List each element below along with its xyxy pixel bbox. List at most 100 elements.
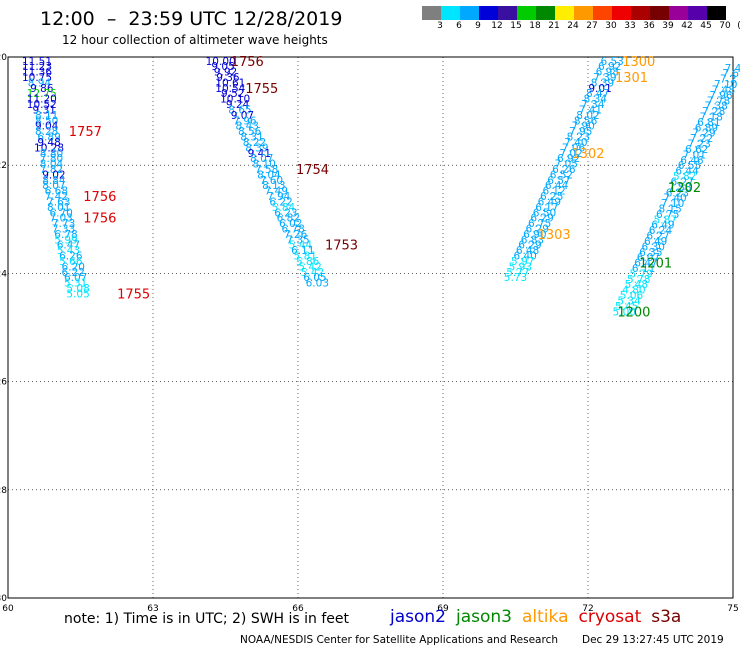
color-scale-label: 70 (719, 21, 731, 31)
wave-height-value: 6.11 (632, 263, 655, 275)
wave-height-value: 6.92 (557, 153, 580, 165)
wave-height-value: 6.03 (306, 278, 329, 290)
wave-height-value: 7.33 (52, 223, 75, 235)
wave-height-value: 9.41 (248, 148, 271, 160)
wave-height-value: 6.35 (639, 247, 662, 259)
pass-label: 1756 (83, 190, 116, 205)
color-swatch-4 (498, 6, 517, 20)
y-tick-label: -22 (0, 161, 7, 171)
wave-height-value: 8.84 (42, 175, 66, 187)
color-scale-label: 9 (475, 21, 481, 31)
wave-height-value: 8.04 (257, 169, 281, 181)
legend-item-jason3: jason3 (456, 607, 512, 627)
wave-height-value: 6.47 (634, 258, 657, 270)
wave-height-value: 7.80 (40, 153, 63, 165)
wave-height-value: 9.48 (37, 137, 60, 149)
wave-height-value: 6.07 (64, 272, 87, 284)
wave-height-value: 8.34 (584, 94, 608, 106)
wave-height-value: 6.22 (269, 196, 292, 208)
wave-height-value: 6.52 (550, 169, 573, 181)
wave-height-value: 7.78 (707, 95, 730, 107)
wave-height-value: 7.23 (687, 139, 710, 151)
wave-height-value: 8.01 (47, 202, 70, 214)
y-tick-label: -30 (0, 594, 7, 604)
wave-height-value: 9.24 (226, 99, 250, 111)
wave-height-value: 8.07 (42, 180, 65, 192)
y-tick-label: -28 (0, 486, 7, 496)
wave-height-value: 6.70 (49, 207, 72, 219)
wave-height-value: 5.48 (625, 279, 648, 291)
wave-height-value: 8.04 (40, 159, 64, 171)
wave-height-value: 6.89 (37, 132, 60, 144)
wave-height-value: 8.94 (28, 77, 52, 89)
wave-height-value: 6.92 (598, 61, 621, 73)
pass-label: 1756 (231, 55, 264, 70)
wave-height-value: 6.83 (521, 234, 544, 246)
color-swatch-7 (555, 6, 574, 20)
wave-height-value: 8.56 (574, 115, 598, 127)
wave-height-value: 5.86 (296, 256, 320, 268)
wave-height-value: 7.05 (555, 159, 578, 171)
wave-height-value: 9.07 (231, 110, 254, 122)
wave-height-value: 7.58 (668, 182, 691, 194)
wave-height-value: 6.29 (518, 240, 541, 252)
wave-height-value: 7.2 (720, 74, 737, 86)
wave-height-value: 7.58 (255, 164, 278, 176)
color-swatch-2 (460, 6, 479, 20)
wave-height-value: 8.80 (40, 148, 63, 160)
wave-height-value: 5.77 (506, 267, 529, 279)
wave-height-value: 5.05 (66, 288, 89, 300)
pass-label: 1202 (668, 181, 701, 196)
color-scale-label: 27 (586, 21, 598, 31)
pass-label: 1755 (117, 287, 150, 302)
wave-height-value: 7.63 (47, 196, 70, 208)
wave-height-value: 6.25 (540, 191, 563, 203)
wave-height-value: 7.26 (284, 229, 308, 241)
color-scale-label: 18 (529, 21, 541, 31)
wave-height-value: 6.75 (656, 209, 679, 221)
wave-height-value: 11.23 (22, 61, 52, 73)
wave-height-value: 8.22 (243, 137, 266, 149)
color-swatch-9 (593, 6, 612, 20)
wave-height-value: 7.40 (663, 193, 686, 205)
wave-height-value: 6.98 (596, 67, 619, 79)
credit-line: NOAA/NESDIS Center for Satellite Applica… (240, 634, 558, 646)
wave-height-value: 6.27 (671, 176, 694, 188)
color-scale-label: 12 (491, 21, 503, 31)
wave-height-value: 5.99 (54, 234, 77, 246)
wave-height-value: 5.42 (301, 267, 324, 279)
wave-height-value: 6.29 (530, 213, 553, 225)
generated-timestamp: Dec 29 13:27:45 UTC 2019 (582, 634, 724, 646)
wave-height-value: 7.38 (704, 101, 727, 113)
color-swatch-8 (574, 6, 593, 20)
wave-height-value: 5.97 (511, 256, 534, 268)
wave-height-value: 8.15 (658, 203, 681, 215)
pass-label: 1303 (538, 228, 571, 243)
wave-height-value: 6.23 (666, 187, 689, 199)
wave-height-value: 9.01 (588, 83, 611, 95)
wave-height-value: 6.48 (516, 245, 539, 257)
color-swatch-0 (422, 6, 441, 20)
wave-height-value: 10.00 (206, 56, 236, 68)
wave-height-value: 6.57 (547, 175, 570, 187)
footer-note: note: 1) Time is in UTC; 2) SWH is in fe… (64, 611, 350, 627)
pass-label: 1754 (296, 163, 329, 178)
x-tick-label: 63 (147, 604, 158, 614)
wave-height-value: 9.04 (35, 121, 59, 133)
wave-height-value: 8.65 (228, 104, 251, 116)
wave-height-value: 9.31 (33, 104, 56, 116)
wave-height-value: 7.18 (700, 112, 723, 124)
wave-height-value: 5.73 (504, 272, 527, 284)
wave-height-value: 5.66 (59, 256, 83, 268)
wave-height-value: 7.95 (569, 126, 592, 138)
color-scale-label: 36 (643, 21, 655, 31)
wave-height-value: 7.60 (260, 175, 283, 187)
wave-height-value: 11.36 (22, 67, 52, 79)
wave-height-value: 8.23 (567, 132, 590, 144)
color-swatch-1 (441, 6, 460, 20)
wave-height-value: 8.47 (586, 88, 609, 100)
color-scale-bar (422, 6, 726, 20)
wave-height-value: 7.34 (581, 99, 605, 111)
wave-height-value: 6.46 (680, 155, 704, 167)
